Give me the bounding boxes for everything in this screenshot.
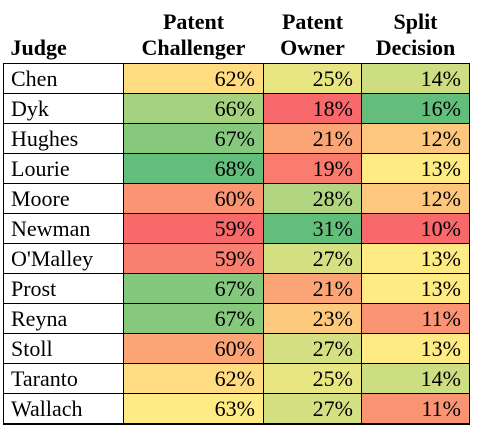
table-row: Dyk 66% 18% 16% bbox=[3, 93, 470, 124]
judge-name-cell: Wallach bbox=[3, 393, 124, 425]
split-cell: 11% bbox=[361, 393, 470, 425]
owner-cell: 25% bbox=[263, 63, 362, 94]
header-owner-line1: Patent bbox=[281, 9, 344, 34]
table-row: Stoll 60% 27% 13% bbox=[3, 333, 470, 364]
header-patent-challenger: Patent Challenger bbox=[124, 3, 264, 64]
header-split-line1: Split bbox=[393, 9, 438, 34]
judge-name-cell: Moore bbox=[3, 183, 124, 214]
split-cell: 12% bbox=[361, 183, 470, 214]
table-row: Lourie 68% 19% 13% bbox=[3, 153, 470, 184]
judge-name-cell: Hughes bbox=[3, 123, 124, 154]
challenger-cell: 60% bbox=[123, 183, 264, 214]
header-judge-line1: Judge bbox=[10, 35, 67, 60]
owner-cell: 21% bbox=[263, 123, 362, 154]
judge-outcome-table: Judge Patent Challenger Patent Owner Spl… bbox=[3, 3, 470, 425]
split-cell: 12% bbox=[361, 123, 470, 154]
judge-name-cell: Lourie bbox=[3, 153, 124, 184]
header-patent-owner: Patent Owner bbox=[264, 3, 362, 64]
challenger-cell: 67% bbox=[123, 303, 264, 334]
owner-cell: 27% bbox=[263, 243, 362, 274]
judge-name-cell: O'Malley bbox=[3, 243, 124, 274]
challenger-cell: 60% bbox=[123, 333, 264, 364]
owner-cell: 28% bbox=[263, 183, 362, 214]
challenger-cell: 67% bbox=[123, 273, 264, 304]
owner-cell: 27% bbox=[263, 393, 362, 425]
challenger-cell: 63% bbox=[123, 393, 264, 425]
judge-name-cell: Stoll bbox=[3, 333, 124, 364]
judge-name-cell: Chen bbox=[3, 63, 124, 94]
judge-name-cell: Prost bbox=[3, 273, 124, 304]
challenger-cell: 62% bbox=[123, 63, 264, 94]
split-cell: 14% bbox=[361, 63, 470, 94]
owner-cell: 27% bbox=[263, 333, 362, 364]
header-challenger-line2: Challenger bbox=[141, 35, 246, 60]
split-cell: 13% bbox=[361, 333, 470, 364]
header-challenger-line1: Patent bbox=[162, 9, 225, 34]
table-body: Chen 62% 25% 14% Dyk 66% 18% 16% Hughes 67% 21% 12%… bbox=[3, 63, 470, 425]
split-cell: 13% bbox=[361, 153, 470, 184]
header-split-decision: Split Decision bbox=[362, 3, 470, 64]
owner-cell: 18% bbox=[263, 93, 362, 124]
challenger-cell: 68% bbox=[123, 153, 264, 184]
table-row: Chen 62% 25% 14% bbox=[3, 63, 470, 94]
split-cell: 13% bbox=[361, 273, 470, 304]
table-row: Wallach 63% 27% 11% bbox=[3, 393, 470, 425]
owner-cell: 21% bbox=[263, 273, 362, 304]
judge-name-cell: Reyna bbox=[3, 303, 124, 334]
challenger-cell: 62% bbox=[123, 363, 264, 394]
split-cell: 11% bbox=[361, 303, 470, 334]
table-row: Reyna 67% 23% 11% bbox=[3, 303, 470, 334]
owner-cell: 25% bbox=[263, 363, 362, 394]
split-cell: 10% bbox=[361, 213, 470, 244]
judge-name-cell: Taranto bbox=[3, 363, 124, 394]
challenger-cell: 59% bbox=[123, 243, 264, 274]
table-row: Prost 67% 21% 13% bbox=[3, 273, 470, 304]
challenger-cell: 66% bbox=[123, 93, 264, 124]
header-row: Judge Patent Challenger Patent Owner Spl… bbox=[4, 3, 470, 64]
table-row: Moore 60% 28% 12% bbox=[3, 183, 470, 214]
owner-cell: 19% bbox=[263, 153, 362, 184]
table-row: Taranto 62% 25% 14% bbox=[3, 363, 470, 394]
owner-cell: 31% bbox=[263, 213, 362, 244]
header-split-line2: Decision bbox=[375, 35, 456, 60]
judge-name-cell: Newman bbox=[3, 213, 124, 244]
table-row: O'Malley 59% 27% 13% bbox=[3, 243, 470, 274]
owner-cell: 23% bbox=[263, 303, 362, 334]
table-row: Newman 59% 31% 10% bbox=[3, 213, 470, 244]
challenger-cell: 59% bbox=[123, 213, 264, 244]
header-judge: Judge bbox=[4, 3, 124, 64]
table-row: Hughes 67% 21% 12% bbox=[3, 123, 470, 154]
split-cell: 14% bbox=[361, 363, 470, 394]
split-cell: 13% bbox=[361, 243, 470, 274]
challenger-cell: 67% bbox=[123, 123, 264, 154]
judge-name-cell: Dyk bbox=[3, 93, 124, 124]
split-cell: 16% bbox=[361, 93, 470, 124]
header-owner-line2: Owner bbox=[280, 35, 345, 60]
